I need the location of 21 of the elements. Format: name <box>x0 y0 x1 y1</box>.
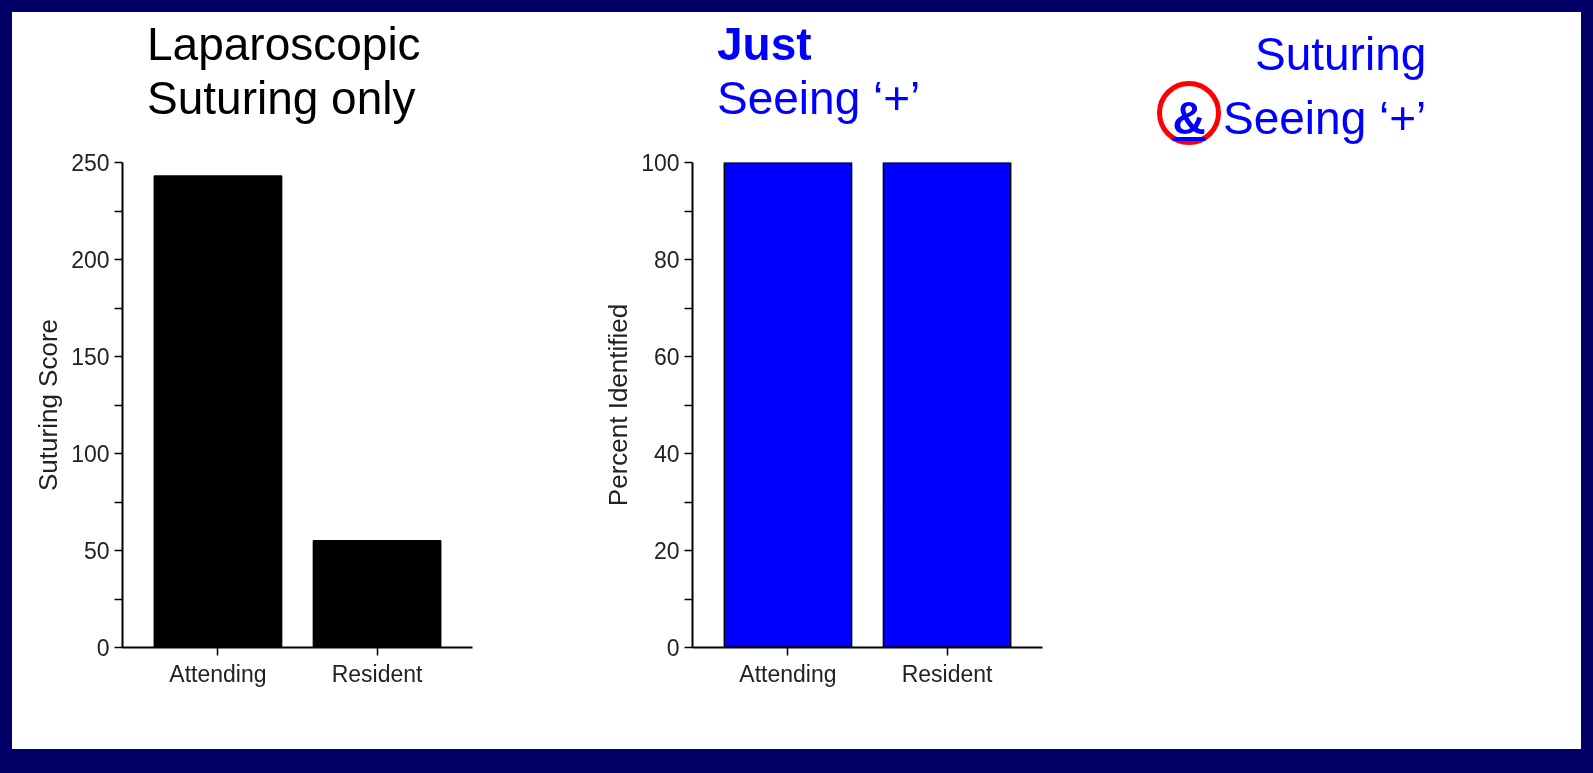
y-tick-label: 0 <box>666 635 680 661</box>
y-tick-label: 100 <box>641 150 680 176</box>
y-tick-label: 80 <box>653 247 680 273</box>
x-tick-label: Attending <box>169 660 267 687</box>
outline-circle: & <box>1157 81 1221 145</box>
y-axis-title: Percent Identified <box>603 303 634 507</box>
y-tick-label: 150 <box>71 344 110 370</box>
y-tick-label: 100 <box>71 441 110 467</box>
y-axis-title: Suturing Score <box>33 319 64 491</box>
y-tick-label: 50 <box>83 538 110 564</box>
y-tick-label: 20 <box>653 538 680 564</box>
y-tick-label: 40 <box>653 441 680 467</box>
y-tick-label: 0 <box>96 635 110 661</box>
y-tick-label: 250 <box>71 150 110 176</box>
y-tick-label: 60 <box>653 344 680 370</box>
y-tick-label: 200 <box>71 247 110 273</box>
chart-title: Just Seeing ‘+’ <box>717 18 921 125</box>
x-tick-label: Resident <box>901 660 994 687</box>
x-tick-label: Resident <box>331 660 424 687</box>
chart-title: Laparoscopic Suturing only <box>147 17 421 125</box>
x-tick-label: Attending <box>739 660 837 687</box>
